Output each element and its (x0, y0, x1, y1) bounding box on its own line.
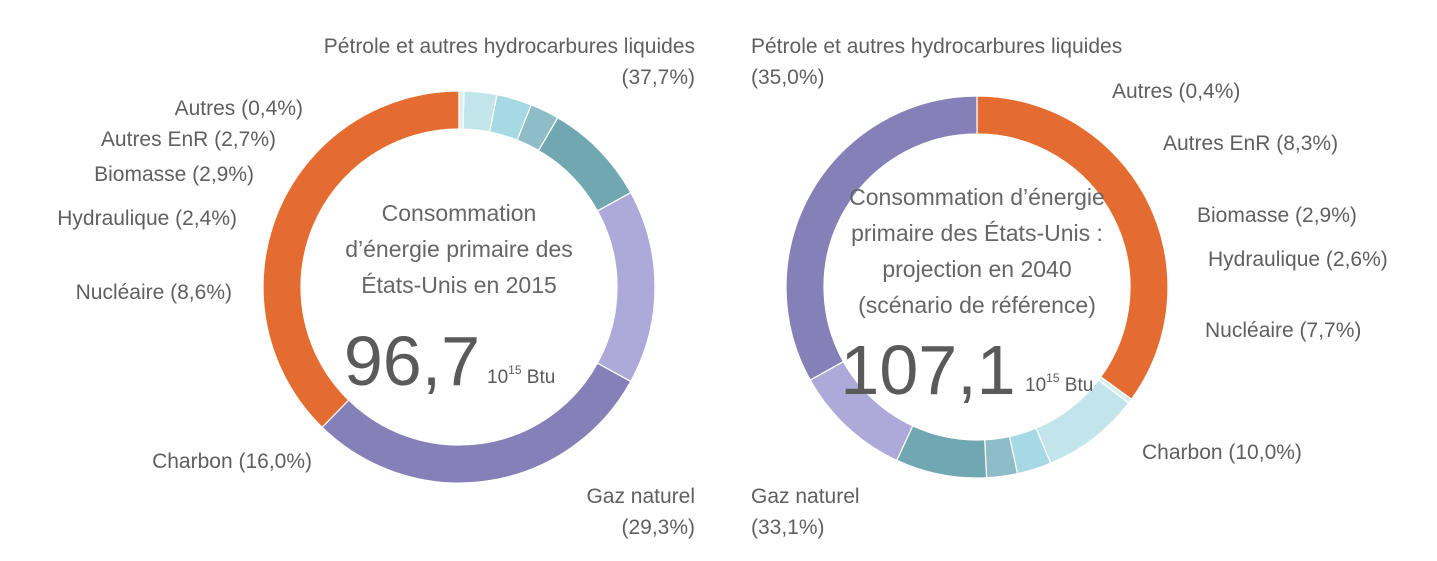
total-value: 107,1 (840, 331, 1015, 409)
slice-gaz (321, 362, 632, 484)
slice-nucleaire (537, 116, 632, 212)
slice-label-hydraulique: Hydraulique (2,6%) (1208, 248, 1388, 271)
slice-autres (458, 90, 465, 130)
slice-label-biomasse: Biomasse (2,9%) (1197, 204, 1357, 227)
donut-chart-2040: Pétrole et autres hydrocarbures liquides… (751, 35, 1388, 539)
slice-label-autres: Autres (0,4%) (175, 97, 303, 120)
center-title: Consommation d’énergie primaire des États… (849, 184, 1105, 318)
center-title: Consommation d’énergie primaire des États-… (345, 200, 573, 298)
slice-charbon (596, 191, 656, 383)
slice-label-charbon: Charbon (16,0%) (152, 450, 312, 473)
slice-label-autres: Autres (0,4%) (1112, 80, 1240, 103)
slice-nucleaire (895, 425, 988, 479)
slice-autres-enr (462, 90, 498, 133)
slice-label-nucleaire: Nucléaire (7,7%) (1205, 319, 1361, 342)
slice-label-charbon: Charbon (10,0%) (1142, 441, 1302, 464)
slice-label-nucleaire: Nucléaire (8,6%) (76, 281, 232, 304)
slice-label-gaz: Gaz naturel (33,1%) (751, 485, 860, 539)
slice-label-petrole: Pétrole et autres hydrocarbures liquides… (751, 35, 1122, 89)
slice-label-biomasse: Biomasse (2,9%) (94, 163, 254, 186)
total-unit: 1015 Btu (1025, 371, 1093, 396)
slice-label-gaz: Gaz naturel (29,3%) (586, 485, 695, 539)
slice-label-autres-enr: Autres EnR (2,7%) (101, 128, 276, 151)
donut-chart-2015: Pétrole et autres hydrocarbures liquides… (57, 35, 695, 539)
total-unit: 1015 Btu (487, 363, 555, 388)
slice-biomasse (488, 94, 532, 141)
slice-label-autres-enr: Autres EnR (8,3%) (1163, 132, 1338, 155)
slice-gaz (785, 95, 978, 381)
slice-label-petrole: Pétrole et autres hydrocarbures liquides… (324, 35, 695, 89)
slice-hydraulique (516, 103, 559, 152)
total-value: 96,7 (344, 322, 480, 400)
slice-label-hydraulique: Hydraulique (2,4%) (57, 207, 237, 230)
